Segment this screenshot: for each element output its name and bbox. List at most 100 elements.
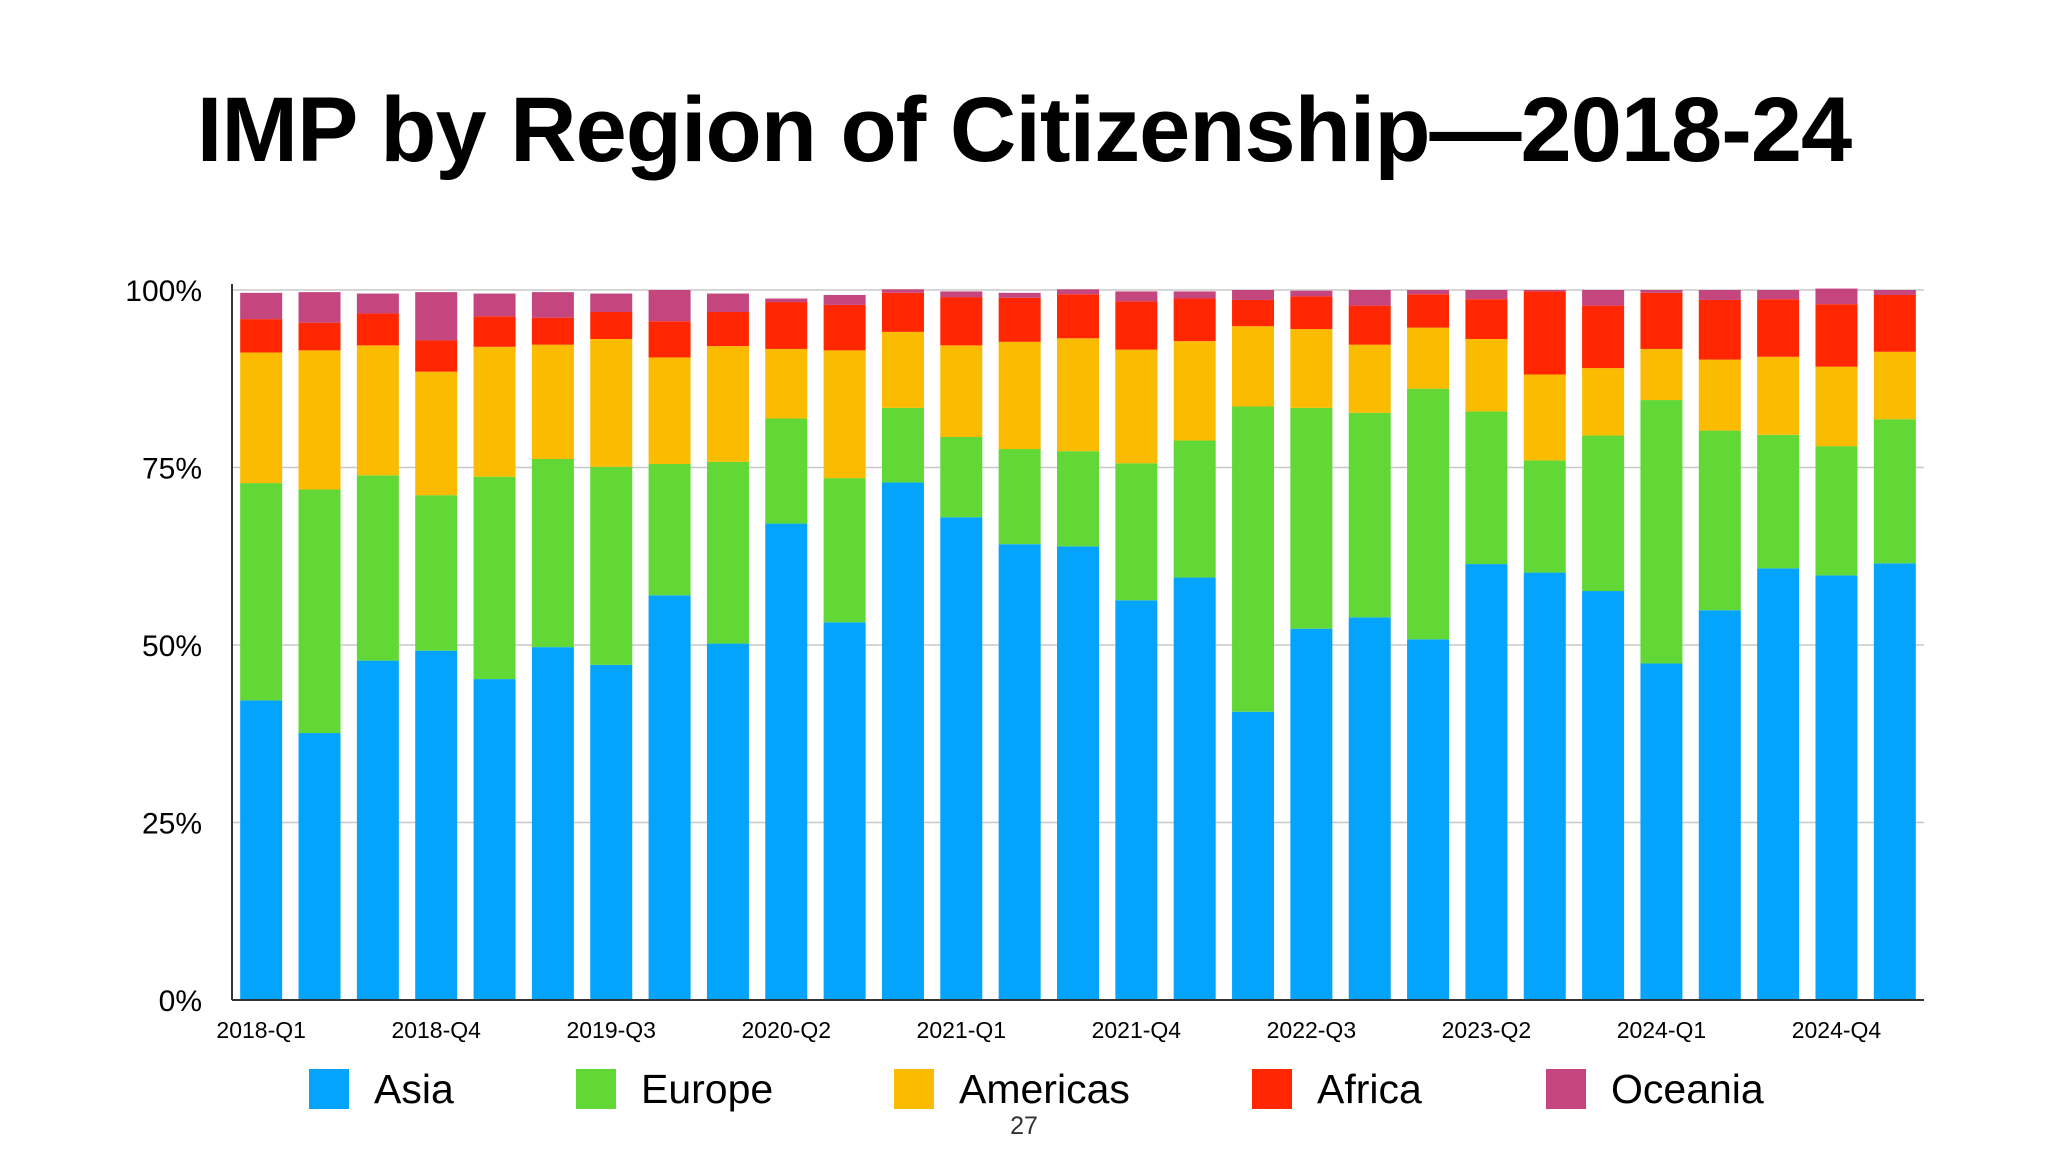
bar-segment-africa xyxy=(823,304,866,351)
bar-segment-europe xyxy=(1465,411,1508,565)
bar-segment-europe xyxy=(998,449,1041,545)
bar-segment-europe xyxy=(1523,460,1566,573)
bar-segment-asia xyxy=(1348,617,1391,1000)
bar-segment-americas xyxy=(648,357,691,464)
bar-segment-asia xyxy=(823,622,866,1000)
bar-stack xyxy=(590,293,633,1000)
legend-item-asia: Asia xyxy=(309,1066,454,1112)
bar-segment-africa xyxy=(998,297,1041,342)
legend-label: Americas xyxy=(959,1066,1130,1112)
bar-segment-europe xyxy=(1582,435,1625,592)
bar-stack xyxy=(240,292,283,1000)
legend-swatch xyxy=(894,1069,934,1109)
bar-segment-oceania xyxy=(1173,291,1216,299)
y-tick-label: 100% xyxy=(125,275,202,308)
bar-segment-africa xyxy=(881,292,924,332)
bar-stack xyxy=(1873,290,1916,1000)
bar-segment-europe xyxy=(1173,440,1216,578)
bar-segment-asia xyxy=(590,664,633,1000)
y-tick-labels: 0% 25% 50% 75% 100% xyxy=(125,275,202,1018)
bar-segment-asia xyxy=(1640,663,1683,1000)
bar-segment-americas xyxy=(940,345,983,437)
bar-segment-americas xyxy=(590,338,633,467)
bar-segment-americas xyxy=(1640,348,1683,401)
bar-segment-oceania xyxy=(1057,289,1099,295)
bar-segment-africa xyxy=(1640,292,1683,349)
bar-segment-asia xyxy=(648,595,691,1000)
bar-stack xyxy=(1523,290,1566,1000)
bar-segment-oceania xyxy=(1582,290,1625,306)
bar-segment-europe xyxy=(531,458,574,648)
bar-segment-americas xyxy=(881,331,924,408)
bar-segment-asia xyxy=(1582,591,1625,1000)
bar-segment-asia xyxy=(1290,628,1333,1000)
bar-segment-europe xyxy=(1698,430,1741,611)
x-tick-label: 2019-Q3 xyxy=(566,1017,656,1043)
bar-segment-africa xyxy=(648,321,691,358)
bar-segment-africa xyxy=(1232,299,1275,327)
bar-stack xyxy=(531,292,574,1000)
bar-segment-asia xyxy=(240,700,283,1000)
bar-segment-oceania xyxy=(590,293,633,313)
bar-segment-africa xyxy=(1465,299,1508,339)
bar-stack xyxy=(940,291,983,1000)
bar-stack xyxy=(823,294,866,1000)
bar-segment-oceania xyxy=(823,294,866,305)
bar-segment-oceania xyxy=(765,298,808,303)
bar-segment-africa xyxy=(1582,305,1625,369)
bar-segment-americas xyxy=(1465,338,1508,412)
legend-swatch xyxy=(1252,1069,1292,1109)
bar-segment-americas xyxy=(1757,356,1800,435)
bar-segment-oceania xyxy=(240,292,283,320)
bar-segment-oceania xyxy=(1523,290,1566,292)
bar-segment-asia xyxy=(1173,577,1216,1000)
bar-stack xyxy=(415,292,458,1000)
bar-segment-americas xyxy=(298,350,341,490)
bar-segment-europe xyxy=(1815,446,1858,576)
bar-segment-asia xyxy=(531,647,574,1000)
bar-segment-americas xyxy=(1173,341,1216,441)
bar-segment-africa xyxy=(473,316,516,347)
bar-segment-oceania xyxy=(881,289,924,293)
bar-segment-oceania xyxy=(1407,290,1450,295)
legend-label: Africa xyxy=(1317,1066,1422,1112)
bar-segment-europe xyxy=(940,436,983,518)
bar-segment-americas xyxy=(1523,374,1566,461)
page-number: 27 xyxy=(1010,1112,1038,1140)
bar-stack xyxy=(648,290,691,1000)
bar-segment-europe xyxy=(765,418,808,524)
bar-segment-europe xyxy=(648,463,691,596)
bar-segment-americas xyxy=(1815,366,1858,447)
bar-segment-oceania xyxy=(1115,291,1158,302)
bar-segment-oceania xyxy=(1698,290,1741,300)
bar-segment-africa xyxy=(1523,291,1566,375)
bar-segment-asia xyxy=(1465,564,1508,1000)
legend-item-oceania: Oceania xyxy=(1546,1066,1764,1112)
legend-swatch xyxy=(309,1069,349,1109)
bar-segment-americas xyxy=(1698,359,1741,431)
bar-stack xyxy=(1698,290,1741,1000)
bar-segment-oceania xyxy=(1290,290,1333,297)
bar-segment-africa xyxy=(240,319,283,353)
bar-stack xyxy=(1232,290,1275,1000)
y-tick-label: 75% xyxy=(142,453,202,486)
bar-segment-oceania xyxy=(1348,290,1391,306)
bar-stack xyxy=(1348,290,1391,1000)
bar-segment-africa xyxy=(1173,298,1216,342)
bar-segment-americas xyxy=(473,346,516,477)
bar-segment-americas xyxy=(1348,344,1391,413)
bar-segment-asia xyxy=(1757,568,1800,1000)
bar-segment-europe xyxy=(1290,407,1333,629)
bar-segment-oceania xyxy=(415,292,458,341)
bar-segment-americas xyxy=(240,352,283,484)
bar-stack xyxy=(1115,291,1158,1000)
x-tick-label: 2022-Q3 xyxy=(1267,1017,1357,1043)
y-tick-label: 25% xyxy=(142,808,202,841)
bar-stack xyxy=(298,292,341,1000)
bar-stack xyxy=(1290,290,1333,1000)
bar-segment-asia xyxy=(1057,546,1099,1000)
bar-segment-europe xyxy=(415,495,458,651)
bars xyxy=(240,288,1916,1000)
bar-segment-americas xyxy=(1290,329,1333,408)
bar-segment-europe xyxy=(1115,463,1158,601)
